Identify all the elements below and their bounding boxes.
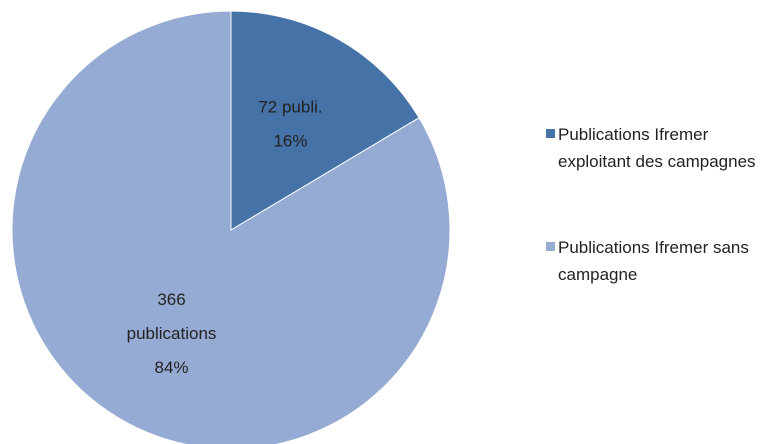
data-label: 366 <box>157 290 185 309</box>
pie-slice <box>11 10 451 444</box>
data-label: publications <box>127 324 217 343</box>
legend-entry: Publications Ifremer sans campagne <box>546 234 763 288</box>
legend-entry: Publications Ifremer exploitant des camp… <box>546 121 763 175</box>
data-label: 72 publi. <box>258 98 322 117</box>
legend-swatch <box>546 129 555 138</box>
pie-slice <box>230 10 420 231</box>
legend-swatch <box>546 242 555 251</box>
legend-label: Publications Ifremer exploitant des camp… <box>558 125 756 171</box>
legend-label: Publications Ifremer sans campagne <box>558 238 749 284</box>
data-label: 84% <box>155 358 189 377</box>
data-label: 16% <box>273 132 307 151</box>
